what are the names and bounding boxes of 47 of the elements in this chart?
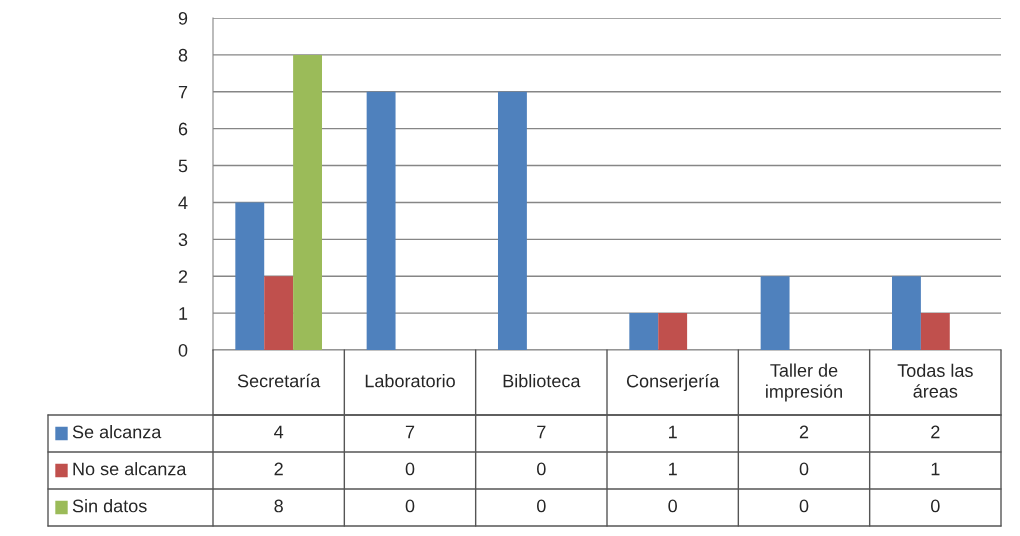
data-label: 1	[669, 425, 677, 439]
data-label: 2	[799, 425, 809, 439]
x-tick-label: Secretaría	[237, 373, 321, 388]
legend-label: No se alcanza	[73, 462, 187, 476]
data-label: 7	[537, 425, 546, 439]
x-tick-label: Laboratorio	[365, 374, 455, 388]
y-tick-label: 8	[178, 48, 188, 62]
data-label: 0	[537, 499, 546, 513]
data-label: 0	[931, 499, 940, 513]
data-label: 2	[931, 425, 940, 439]
bar	[891, 276, 921, 350]
x-tick-label: Taller de impresión	[766, 363, 842, 402]
legend-label: Se alcanza	[72, 425, 162, 439]
x-tick-label: Conserjería	[626, 373, 720, 392]
bar	[264, 276, 294, 350]
data-label: 0	[668, 499, 677, 513]
y-tick-label: 5	[178, 159, 188, 173]
bar	[658, 313, 688, 350]
data-label: 1	[669, 462, 677, 476]
y-tick-label: 3	[178, 233, 188, 247]
bar	[760, 276, 790, 350]
y-tick-label: 1	[179, 307, 188, 320]
data-label: 1	[931, 462, 940, 476]
data-label: 7	[405, 425, 415, 439]
data-label: 8	[274, 499, 283, 513]
x-tick-label: Biblioteca	[503, 374, 581, 388]
data-label: 0	[405, 462, 415, 476]
bar	[235, 202, 265, 350]
data-label: 0	[799, 499, 809, 513]
y-tick-label: 9	[178, 11, 188, 25]
y-tick-label: 0	[178, 343, 188, 357]
bar	[366, 91, 396, 350]
x-tick-label: Todas las áreas	[897, 363, 973, 398]
bar	[629, 313, 659, 350]
data-label: 2	[274, 462, 283, 476]
data-label: 4	[274, 425, 284, 439]
bar	[920, 313, 950, 350]
bar	[497, 91, 527, 350]
y-tick-label: 4	[178, 196, 188, 209]
data-label: 0	[799, 462, 809, 476]
data-label: 0	[537, 462, 546, 476]
y-tick-label: 2	[178, 270, 188, 283]
bar	[293, 54, 323, 350]
legend-label: Sin datos	[72, 499, 147, 513]
data-label: 0	[405, 499, 415, 513]
y-tick-label: 6	[178, 122, 188, 136]
y-tick-label: 7	[178, 85, 188, 99]
